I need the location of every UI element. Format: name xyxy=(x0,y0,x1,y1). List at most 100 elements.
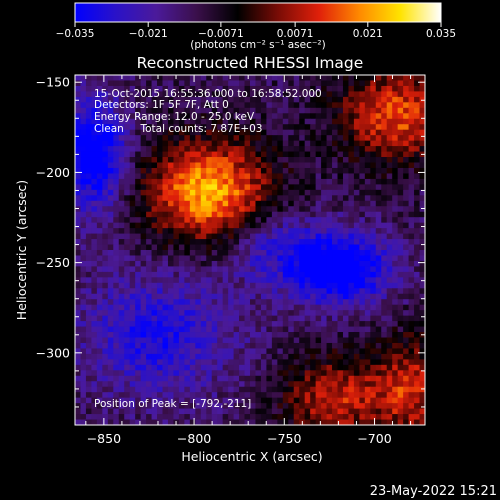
heatmap-cell xyxy=(85,359,92,366)
heatmap-cell xyxy=(364,392,371,399)
heatmap-cell xyxy=(260,293,267,300)
heatmap-cell xyxy=(195,85,202,92)
heatmap-cell xyxy=(239,260,245,267)
heatmap-cell xyxy=(195,315,202,322)
heatmap-cell xyxy=(353,326,360,333)
heatmap-cell xyxy=(75,260,81,267)
heatmap-cell xyxy=(304,233,311,240)
heatmap-cell xyxy=(414,85,420,92)
heatmap-cell xyxy=(228,228,234,234)
heatmap-cell xyxy=(408,342,415,349)
heatmap-cell xyxy=(271,337,278,344)
heatmap-cell xyxy=(293,403,300,409)
heatmap-cell xyxy=(348,408,355,415)
heatmap-cell xyxy=(118,157,125,163)
heatmap-cell xyxy=(222,195,229,202)
heatmap-cell xyxy=(124,386,131,393)
heatmap-cell xyxy=(255,228,262,234)
heatmap-cell xyxy=(250,353,256,360)
heatmap-cell xyxy=(321,244,327,251)
heatmap-cell xyxy=(260,304,267,311)
heatmap-cell xyxy=(184,102,191,109)
heatmap-cell xyxy=(337,135,344,142)
heatmap-cell xyxy=(75,173,81,180)
heatmap-cell xyxy=(206,96,213,103)
heatmap-cell xyxy=(332,195,338,202)
heatmap-cell xyxy=(304,414,311,420)
heatmap-cell xyxy=(386,370,393,377)
heatmap-cell xyxy=(386,222,393,229)
heatmap-cell xyxy=(239,217,245,224)
heatmap-cell xyxy=(124,282,131,289)
heatmap-cell xyxy=(107,304,114,311)
heatmap-cell xyxy=(392,233,399,240)
heatmap-cell xyxy=(282,381,289,388)
heatmap-cell xyxy=(206,167,213,174)
heatmap-cell xyxy=(113,282,120,289)
heatmap-cell xyxy=(189,140,196,147)
heatmap-cell xyxy=(414,353,420,360)
heatmap-cell xyxy=(321,326,327,333)
heatmap-cell xyxy=(85,222,92,229)
heatmap-cell xyxy=(326,250,333,256)
heatmap-cell xyxy=(222,397,229,404)
heatmap-cell xyxy=(91,75,98,81)
heatmap-cell xyxy=(228,386,234,393)
heatmap-cell xyxy=(118,315,125,322)
heatmap-cell xyxy=(392,167,399,174)
heatmap-cell xyxy=(217,321,224,327)
heatmap-cell xyxy=(408,96,415,103)
heatmap-cell xyxy=(326,162,333,169)
heatmap-cell xyxy=(102,200,109,207)
heatmap-cell xyxy=(135,271,142,278)
heatmap-cell xyxy=(140,255,147,262)
heatmap-cell xyxy=(124,157,131,163)
heatmap-cell xyxy=(200,124,207,131)
heatmap-cell xyxy=(184,146,191,152)
heatmap-cell xyxy=(353,359,360,366)
heatmap-cell xyxy=(217,206,224,213)
heatmap-cell xyxy=(173,326,180,333)
heatmap-cell xyxy=(91,233,98,240)
heatmap-cell xyxy=(200,271,207,278)
heatmap-cell xyxy=(414,96,420,103)
heatmap-cell xyxy=(386,282,393,289)
heatmap-cell xyxy=(299,250,306,256)
heatmap-cell xyxy=(167,250,174,256)
heatmap-cell xyxy=(375,113,382,120)
heatmap-cell xyxy=(206,233,213,240)
heatmap-cell xyxy=(244,353,251,360)
heatmap-cell xyxy=(124,167,131,174)
heatmap-cell xyxy=(75,157,81,163)
heatmap-cell xyxy=(348,244,355,251)
heatmap-cell xyxy=(266,321,273,327)
heatmap-cell xyxy=(260,118,267,125)
heatmap-cell xyxy=(370,195,377,202)
heatmap-cell xyxy=(75,195,81,202)
heatmap-cell xyxy=(304,217,311,224)
heatmap-cell xyxy=(167,419,174,426)
heatmap-cell xyxy=(315,118,322,125)
heatmap-cell xyxy=(75,353,81,360)
heatmap-cell xyxy=(266,370,273,377)
heatmap-cell xyxy=(315,140,322,147)
heatmap-cell xyxy=(288,255,295,262)
heatmap-cell xyxy=(228,96,234,103)
heatmap-cell xyxy=(217,239,224,245)
heatmap-cell xyxy=(200,359,207,366)
heatmap-cell xyxy=(129,135,136,142)
heatmap-cell xyxy=(217,299,224,306)
heatmap-cell xyxy=(244,189,251,196)
heatmap-cell xyxy=(195,91,202,98)
heatmap-cell xyxy=(228,299,234,306)
heatmap-cell xyxy=(255,386,262,393)
heatmap-cell xyxy=(91,353,98,360)
heatmap-cell xyxy=(386,151,393,158)
colorbar-gradient xyxy=(74,2,442,23)
heatmap-cell xyxy=(96,211,103,218)
heatmap-cell xyxy=(184,217,191,224)
heatmap-cell xyxy=(353,85,360,92)
heatmap-cell xyxy=(102,271,109,278)
heatmap-cell xyxy=(326,277,333,284)
heatmap-cell xyxy=(129,326,136,333)
